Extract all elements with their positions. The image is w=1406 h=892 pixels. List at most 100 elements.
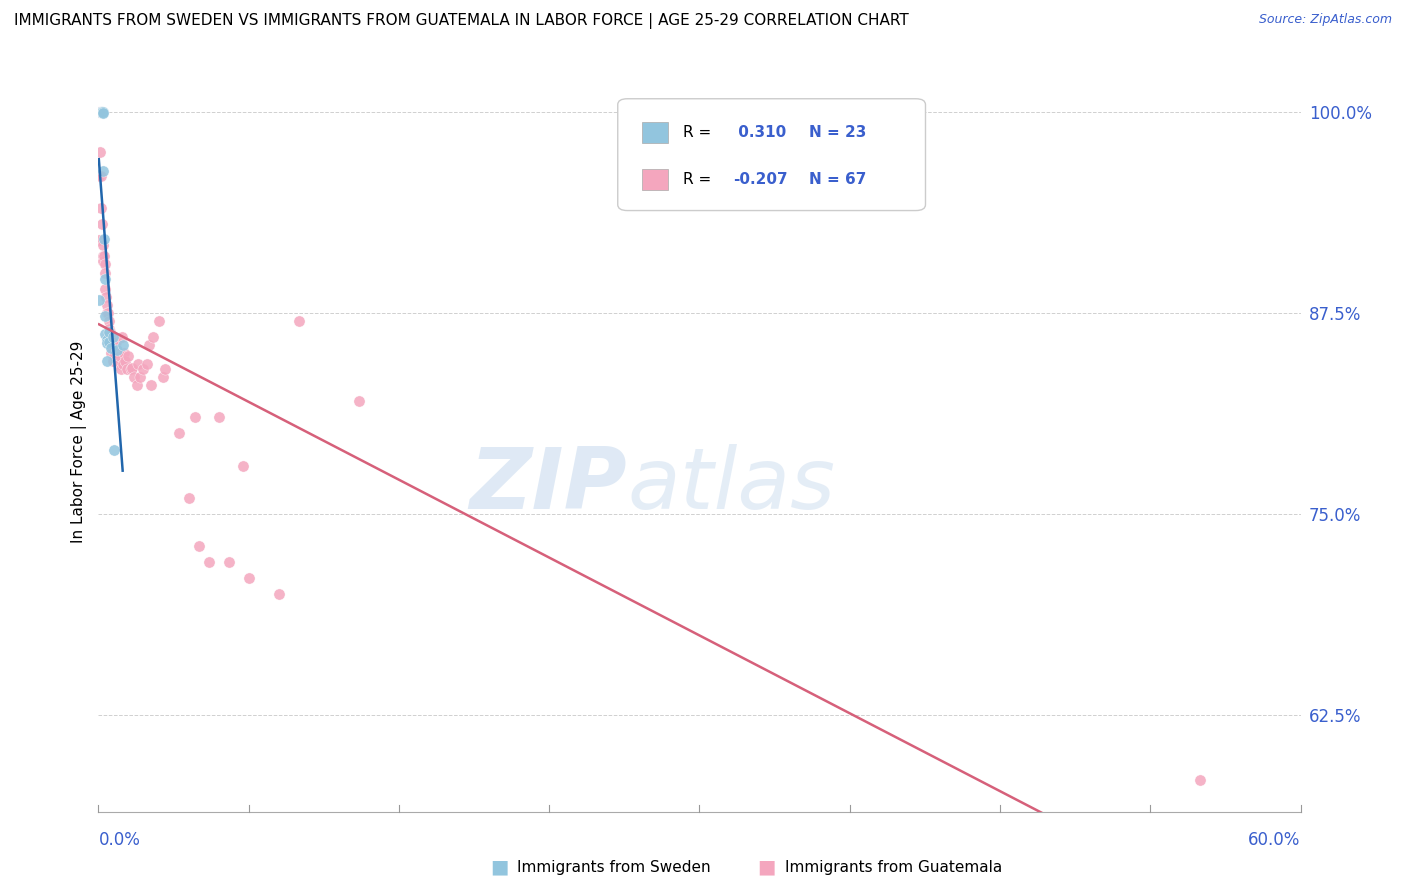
Point [124, 370, 146, 384]
Point [96, 354, 118, 368]
Point [93, 272, 115, 286]
Bar [641, 122, 668, 143]
Point [105, 351, 128, 365]
Point [94, 282, 117, 296]
Point [91, 238, 114, 252]
Point [89, 169, 111, 183]
Point [97, 306, 120, 320]
Point [94, 266, 117, 280]
Point [94, 326, 117, 341]
Point [90, 104, 112, 119]
Point [96, 298, 118, 312]
Point [103, 442, 125, 457]
Point [100, 325, 122, 339]
Text: 60.0%: 60.0% [1249, 831, 1301, 849]
Point [96, 306, 118, 320]
Point [111, 330, 134, 344]
Point [101, 338, 124, 352]
Point [1189, 772, 1212, 787]
Text: -0.207: -0.207 [733, 172, 787, 187]
Text: 0.310: 0.310 [733, 125, 786, 140]
Point [91, 164, 114, 178]
Point [103, 354, 125, 368]
Point [90, 169, 112, 183]
Point [208, 410, 231, 425]
Point [107, 346, 129, 360]
Point [141, 330, 163, 344]
Point [101, 330, 124, 344]
Point [111, 357, 134, 371]
Point [101, 330, 124, 344]
Point [183, 410, 205, 425]
Point [91, 217, 114, 231]
Point [138, 338, 160, 352]
Text: ZIP: ZIP [470, 444, 627, 527]
Point [96, 290, 118, 304]
Point [120, 362, 142, 376]
Point [121, 360, 143, 375]
Point [90, 201, 112, 215]
Point [90, 104, 112, 119]
Point [91, 104, 114, 119]
Point [153, 362, 176, 376]
Point [135, 357, 157, 371]
Point [114, 346, 136, 360]
Point [115, 362, 138, 376]
Point [177, 491, 200, 505]
Text: ■: ■ [756, 857, 776, 877]
Point [93, 254, 115, 268]
Point [152, 370, 174, 384]
Point [187, 539, 209, 553]
Point [111, 338, 134, 352]
Point [97, 322, 120, 336]
Point [93, 258, 115, 272]
Point [90, 104, 112, 119]
Point [131, 362, 153, 376]
Point [97, 314, 120, 328]
Point [218, 555, 240, 569]
Point [139, 378, 162, 392]
Point [238, 571, 260, 585]
Text: ■: ■ [489, 857, 509, 877]
Text: Source: ZipAtlas.com: Source: ZipAtlas.com [1258, 13, 1392, 27]
Point [110, 349, 132, 363]
Point [90, 104, 112, 119]
Point [197, 555, 219, 569]
Text: R =: R = [683, 172, 716, 187]
Point [105, 334, 128, 349]
Point [232, 458, 254, 473]
Point [110, 362, 132, 376]
FancyBboxPatch shape [617, 99, 925, 211]
Point [87, 104, 110, 119]
Y-axis label: In Labor Force | Age 25-29: In Labor Force | Age 25-29 [72, 341, 87, 542]
Point [100, 341, 122, 355]
Point [91, 106, 114, 120]
Text: N = 23: N = 23 [808, 125, 866, 140]
Point [100, 346, 122, 360]
Point [94, 309, 117, 323]
Text: 0.0%: 0.0% [98, 831, 141, 849]
Point [288, 314, 311, 328]
Point [89, 145, 111, 159]
Point [125, 378, 148, 392]
Point [167, 426, 190, 441]
Point [129, 370, 152, 384]
Text: Immigrants from Sweden: Immigrants from Sweden [517, 860, 711, 874]
Point [96, 333, 118, 347]
Point [114, 354, 136, 368]
Point [148, 314, 170, 328]
Point [103, 349, 125, 363]
Text: N = 67: N = 67 [808, 172, 866, 187]
Point [107, 343, 129, 357]
Text: Immigrants from Guatemala: Immigrants from Guatemala [785, 860, 1002, 874]
Point [96, 336, 118, 351]
Text: R =: R = [683, 125, 716, 140]
Point [117, 349, 139, 363]
Point [93, 249, 115, 263]
Text: IMMIGRANTS FROM SWEDEN VS IMMIGRANTS FROM GUATEMALA IN LABOR FORCE | AGE 25-29 C: IMMIGRANTS FROM SWEDEN VS IMMIGRANTS FRO… [14, 13, 908, 29]
Point [91, 249, 114, 263]
Point [97, 325, 120, 339]
Point [98, 334, 121, 349]
Text: atlas: atlas [627, 444, 835, 527]
Point [91, 104, 114, 119]
